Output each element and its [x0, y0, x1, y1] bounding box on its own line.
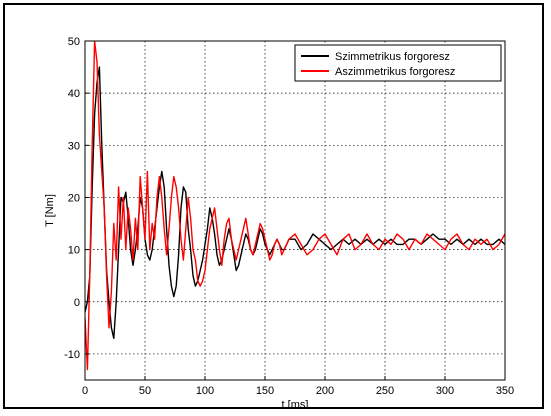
y-tick-label: 0 — [74, 297, 80, 309]
x-axis-label: t [ms] — [282, 399, 309, 407]
y-tick-label: 20 — [68, 192, 80, 204]
legend-label-aszimmetrikus: Aszimmetrikus forgoresz — [335, 66, 455, 78]
series-layer — [85, 41, 505, 371]
series-line-aszimmetrikus — [85, 41, 505, 371]
plot-area-border — [84, 40, 506, 381]
x-tick-label: 100 — [196, 385, 214, 397]
x-tick-label: 300 — [436, 385, 454, 397]
y-axis-label: T [Nm] — [44, 194, 56, 227]
x-tick-label: 350 — [496, 385, 514, 397]
chart: 0 50 100 150 200 250 300 350 -10 0 10 20 30 40 50 t [m… — [44, 36, 514, 407]
ticks: 0 50 100 150 200 250 300 350 -10 0 10 20 30 40 50 — [64, 36, 514, 397]
x-tick-label: 250 — [376, 385, 394, 397]
x-tick-label: 0 — [82, 385, 88, 397]
y-tick-label: 40 — [68, 88, 80, 100]
x-tick-label: 150 — [256, 385, 274, 397]
y-tick-label: -10 — [64, 349, 80, 361]
figure-frame: 0 50 100 150 200 250 300 350 -10 0 10 20 30 40 50 t [m… — [3, 3, 544, 409]
legend-label-szimmetrikus: Szimmetrikus forgoresz — [335, 51, 450, 63]
x-tick-label: 200 — [316, 385, 334, 397]
y-tick-label: 30 — [68, 140, 80, 152]
grid — [85, 40, 505, 380]
y-tick-label: 10 — [68, 245, 80, 257]
legend-box — [294, 44, 502, 82]
y-tick-label: 50 — [68, 36, 80, 48]
x-tick-label: 50 — [139, 385, 151, 397]
legend: Szimmetrikus forgoresz Aszimmetrikus for… — [294, 44, 502, 82]
